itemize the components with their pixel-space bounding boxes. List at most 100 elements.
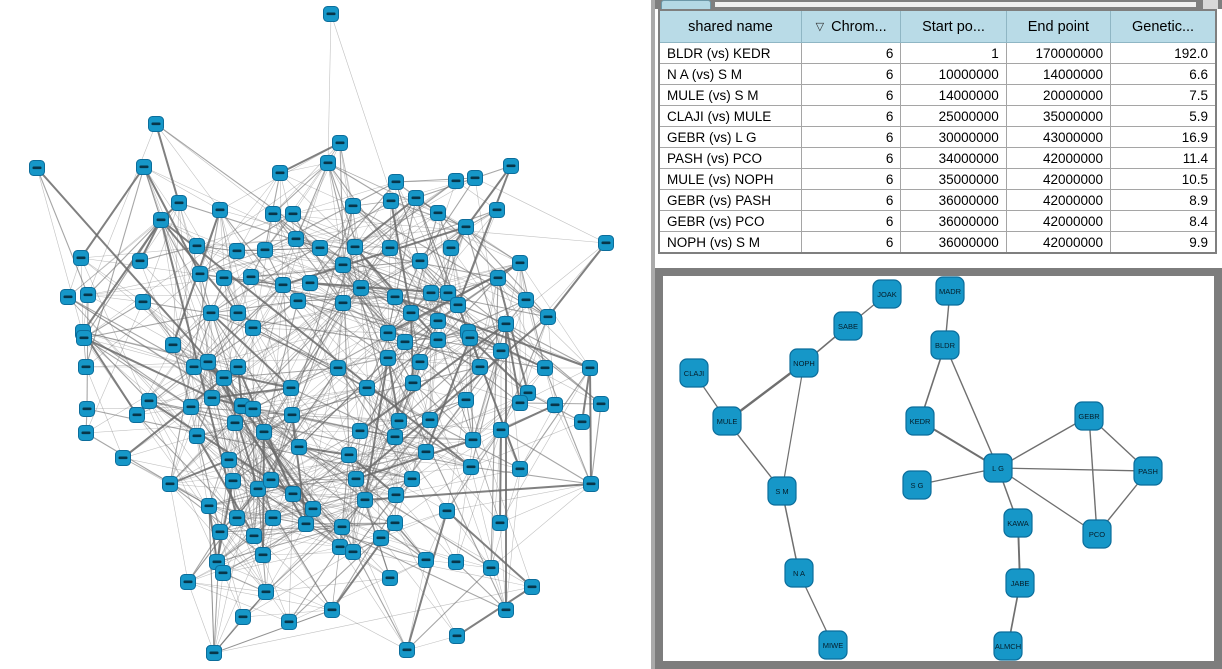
network-node[interactable] [206, 645, 222, 661]
network-node[interactable] [141, 393, 157, 409]
column-header-start-position[interactable]: Start po... [900, 9, 1007, 43]
node-shape[interactable] [818, 630, 848, 660]
subnetwork-edge[interactable] [997, 467, 1149, 472]
network-node[interactable] [380, 325, 396, 341]
node-shape[interactable] [1003, 508, 1033, 538]
table-cell[interactable]: 42000000 [1005, 189, 1112, 211]
network-node[interactable] [258, 584, 274, 600]
subnetwork-canvas[interactable]: JOAK SABE NOPH CLAJI MULE S M N A MIWE MADR BLDR K… [663, 276, 1214, 661]
subnetwork-edge[interactable] [944, 344, 999, 469]
network-node[interactable] [582, 360, 598, 376]
network-node[interactable] [345, 198, 361, 214]
network-node[interactable] [443, 240, 459, 256]
network-node[interactable]: N A [784, 558, 814, 588]
network-node[interactable] [171, 195, 187, 211]
network-node[interactable] [335, 295, 351, 311]
table-cell[interactable]: 42000000 [1005, 210, 1112, 232]
network-node[interactable] [243, 269, 259, 285]
filter-icon[interactable]: ▽ [815, 20, 825, 33]
network-node[interactable] [285, 206, 301, 222]
table-row[interactable]: GEBR (vs) PASH 6 36000000 42000000 8.9 [658, 189, 1217, 211]
network-node[interactable] [540, 309, 556, 325]
table-cell[interactable]: 6 [800, 210, 902, 232]
network-node[interactable] [136, 159, 152, 175]
network-node[interactable]: MADR [935, 276, 965, 306]
table-cell[interactable]: 42000000 [1005, 168, 1112, 190]
network-node[interactable] [352, 423, 368, 439]
network-node[interactable] [334, 519, 350, 535]
table-cell[interactable]: MULE (vs) NOPH [658, 168, 802, 190]
network-node[interactable] [283, 380, 299, 396]
network-node[interactable] [330, 360, 346, 376]
network-node[interactable]: JOAK [872, 279, 902, 309]
network-node[interactable] [498, 602, 514, 618]
network-node[interactable]: S M [767, 476, 797, 506]
network-node[interactable] [512, 461, 528, 477]
network-node[interactable] [162, 476, 178, 492]
network-node[interactable] [229, 243, 245, 259]
network-node[interactable]: MIWE [818, 630, 848, 660]
network-node[interactable] [448, 554, 464, 570]
network-node[interactable] [353, 280, 369, 296]
network-node[interactable] [192, 266, 208, 282]
network-node[interactable] [387, 289, 403, 305]
table-cell[interactable]: PASH (vs) PCO [658, 147, 802, 169]
main-network-view[interactable] [0, 0, 651, 669]
network-node[interactable] [186, 359, 202, 375]
network-node[interactable]: KAWA [1003, 508, 1033, 538]
network-node[interactable] [448, 173, 464, 189]
table-row[interactable]: PASH (vs) PCO 6 34000000 42000000 11.4 [658, 147, 1217, 169]
table-tab-fragment[interactable] [661, 0, 711, 9]
network-node[interactable] [230, 359, 246, 375]
node-shape[interactable] [712, 406, 742, 436]
network-node[interactable] [227, 415, 243, 431]
table-cell[interactable]: 35000000 [900, 168, 1007, 190]
network-node[interactable] [216, 370, 232, 386]
network-node[interactable] [524, 579, 540, 595]
network-node[interactable] [250, 481, 266, 497]
network-node[interactable] [403, 305, 419, 321]
table-cell[interactable]: 14000000 [1005, 63, 1112, 85]
table-cell[interactable]: 10000000 [900, 63, 1007, 85]
network-node[interactable] [449, 628, 465, 644]
network-node[interactable] [492, 515, 508, 531]
table-cell[interactable]: 25000000 [900, 105, 1007, 127]
network-node[interactable] [263, 472, 279, 488]
table-cell[interactable]: 6 [800, 63, 902, 85]
table-cell[interactable]: 42000000 [1005, 147, 1112, 169]
network-node[interactable] [345, 544, 361, 560]
network-node[interactable] [450, 297, 466, 313]
network-node[interactable]: ALMCH [993, 631, 1023, 661]
network-node[interactable] [493, 343, 509, 359]
network-node[interactable] [148, 116, 164, 132]
network-node[interactable]: CLAJI [679, 358, 709, 388]
network-node[interactable] [135, 294, 151, 310]
network-node[interactable] [225, 473, 241, 489]
network-node[interactable] [230, 305, 246, 321]
network-node[interactable] [288, 231, 304, 247]
network-node[interactable]: KEDR [905, 406, 935, 436]
table-cell[interactable]: GEBR (vs) PASH [658, 189, 802, 211]
network-node[interactable] [284, 407, 300, 423]
network-node[interactable] [290, 293, 306, 309]
column-header-genetic[interactable]: Genetic... [1110, 9, 1217, 43]
network-node[interactable]: SABE [833, 311, 863, 341]
table-cell[interactable]: 192.0 [1110, 42, 1217, 64]
network-node[interactable] [439, 503, 455, 519]
table-cell[interactable]: CLAJI (vs) MULE [658, 105, 802, 127]
table-cell[interactable]: 42000000 [1005, 231, 1112, 254]
network-node[interactable] [275, 277, 291, 293]
network-node[interactable] [512, 255, 528, 271]
network-node[interactable] [574, 414, 590, 430]
network-node[interactable] [383, 193, 399, 209]
table-cell[interactable]: 1 [900, 42, 1007, 64]
network-node[interactable] [359, 380, 375, 396]
network-node[interactable] [423, 285, 439, 301]
table-cell[interactable]: 6 [800, 168, 902, 190]
network-node[interactable] [472, 359, 488, 375]
network-node[interactable] [312, 240, 328, 256]
table-cell[interactable]: 6 [800, 105, 902, 127]
network-node[interactable] [405, 375, 421, 391]
node-shape[interactable] [935, 276, 965, 306]
network-node[interactable] [212, 524, 228, 540]
